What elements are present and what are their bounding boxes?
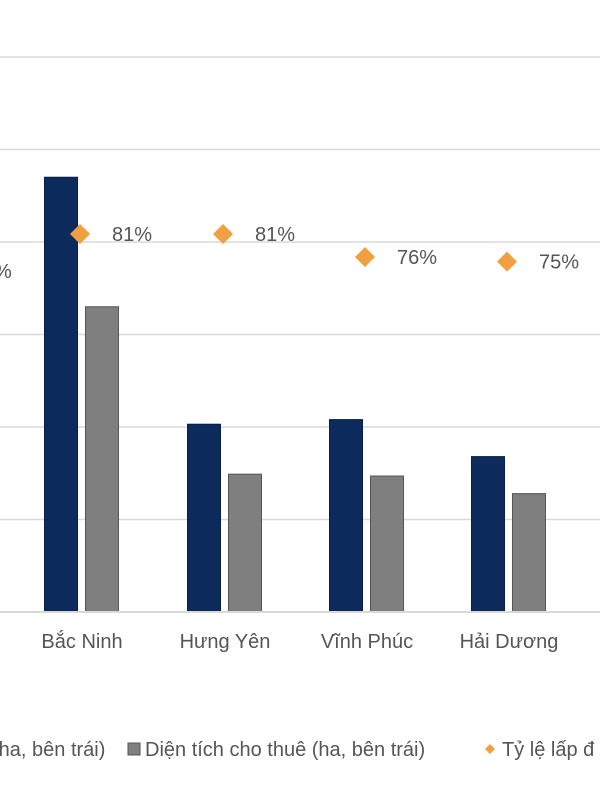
- bar-series1: [44, 176, 78, 613]
- bar-series2: [85, 306, 119, 613]
- x-tick-label: Bắc Ninh: [41, 630, 122, 653]
- marker-data-label: 75%: [539, 252, 579, 274]
- marker-point: [497, 251, 517, 272]
- marker-data-label: 81%: [255, 224, 295, 246]
- marker-point: [70, 224, 90, 244]
- legend-label: Diện tích cho thuê (ha, bên trái): [145, 739, 425, 761]
- marker-data-label: 76%: [397, 247, 437, 269]
- legend-swatch: [127, 742, 141, 756]
- markers: 81% 81% 76% 75%: [70, 224, 579, 274]
- marker-point: [213, 224, 233, 244]
- bars: [44, 176, 546, 613]
- x-tick-label: Hưng Yên: [180, 631, 271, 653]
- bar-series2: [370, 475, 404, 613]
- x-tick-label: Vĩnh Phúc: [321, 631, 413, 653]
- marker-data-label: 81%: [112, 224, 152, 246]
- bar-series2: [228, 473, 262, 613]
- bar-series1: [187, 423, 221, 613]
- x-tick-label: Hải Dương: [460, 631, 559, 653]
- marker-point: [355, 247, 375, 267]
- bar-series1: [329, 419, 363, 613]
- legend-label: Tỷ lệ lấp đ: [502, 739, 595, 761]
- bar-series1: [471, 456, 505, 613]
- partial-data-label: %: [0, 261, 12, 283]
- legend: (ha, bên trái) Diện tích cho thuê (ha, bê…: [0, 739, 595, 761]
- x-tick-labels: Bắc Ninh Hưng Yên Vĩnh Phúc Hải Dương: [41, 630, 558, 653]
- legend-swatch: [485, 744, 495, 754]
- bar-series2: [512, 493, 546, 613]
- legend-label: (ha, bên trái): [0, 739, 105, 761]
